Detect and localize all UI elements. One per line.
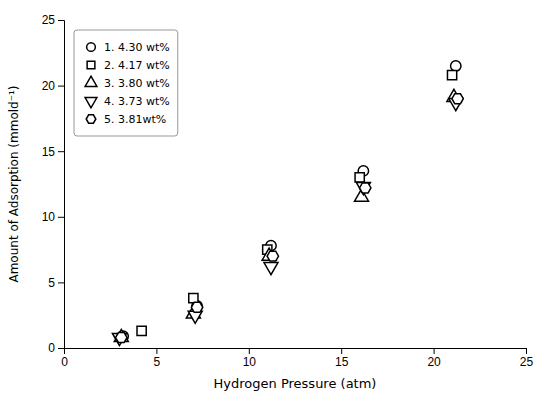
point: [360, 183, 371, 193]
x-axis-tick: 0: [61, 348, 68, 369]
legend-label: 3. 3.80 wt%: [104, 77, 170, 90]
point: [137, 326, 146, 335]
y-axis-tick-mark: [58, 151, 64, 152]
legend-symbol: [87, 43, 96, 52]
point: [267, 251, 278, 261]
y-axis-tick-mark: [58, 20, 64, 21]
y-axis-tick-label: 20: [42, 79, 56, 93]
x-axis-tick: 20: [427, 348, 441, 369]
legend-item: 3. 3.80 wt%: [85, 76, 170, 90]
y-axis-tick-mark: [58, 217, 64, 218]
point: [451, 61, 461, 71]
x-axis-tick: 15: [335, 348, 349, 369]
x-axis-tick-label: 25: [520, 355, 534, 369]
x-axis-tick: 10: [243, 348, 257, 369]
x-axis-title: Hydrogen Pressure (atm): [214, 376, 377, 391]
x-axis-tick-mark: [526, 348, 527, 354]
legend-label: 2. 4.17 wt%: [104, 59, 170, 72]
x-axis-tick-mark: [434, 348, 435, 354]
legend-label: 4. 3.73 wt%: [104, 95, 170, 108]
x-axis-tick: 25: [520, 348, 534, 369]
point: [356, 183, 370, 195]
legend-symbol: [87, 61, 95, 69]
x-axis: 0 5 10 15 20 25: [61, 348, 533, 369]
legend-item: 2. 4.17 wt%: [87, 59, 170, 72]
legend: 1. 4.30 wt% 2. 4.17 wt% 3. 3.80 wt% 4. 3.73…: [74, 30, 178, 136]
point: [112, 333, 126, 345]
legend-item: 5. 3.81wt%: [86, 113, 166, 126]
legend-item: 4. 3.73 wt%: [85, 95, 170, 108]
y-axis: 0 5 10 15 20 25: [42, 13, 65, 355]
y-axis-tick-mark: [58, 348, 64, 349]
legend-box: [74, 30, 178, 136]
y-axis-tick: 15: [42, 145, 64, 159]
point: [452, 94, 463, 104]
y-axis-tick-label: 5: [48, 276, 55, 290]
y-axis-tick-label: 15: [42, 145, 56, 159]
point: [264, 263, 278, 275]
y-axis-tick-mark: [58, 86, 64, 87]
plot: 0 5 10 15 20 25 0 5 10 15 20 25 1. 4.30 wt% 2. 4.17 w…: [42, 13, 534, 368]
x-axis-tick-label: 0: [61, 355, 68, 369]
x-axis-line: [65, 349, 527, 355]
y-axis-line: [58, 21, 65, 349]
y-axis-tick-label: 10: [42, 210, 56, 224]
point: [116, 333, 127, 343]
legend-label: 1. 4.30 wt%: [104, 41, 170, 54]
point: [447, 70, 456, 79]
y-axis-tick: 20: [42, 79, 64, 93]
point: [191, 302, 202, 312]
y-axis-title: Amount of Adsorption (mmold⁻¹): [7, 85, 21, 282]
y-axis-tick-mark: [58, 282, 64, 283]
y-axis-tick: 25: [42, 13, 64, 27]
chart: 0 5 10 15 20 25 0 5 10 15 20 25 1. 4.30 wt% 2. 4.17 w…: [0, 0, 550, 400]
y-axis-tick: 5: [48, 276, 64, 290]
legend-symbol: [86, 115, 96, 123]
y-axis-tick: 0: [48, 341, 64, 355]
y-axis-tick-label: 0: [48, 341, 55, 355]
legend-item: 1. 4.30 wt%: [87, 41, 170, 54]
point: [355, 173, 364, 182]
point: [114, 329, 128, 341]
x-axis-tick-label: 5: [154, 355, 161, 369]
x-axis-tick: 5: [154, 348, 161, 369]
y-axis-tick: 10: [42, 210, 64, 224]
x-axis-tick-mark: [249, 348, 250, 354]
legend-label: 5. 3.81wt%: [104, 113, 166, 126]
x-axis-tick-mark: [341, 348, 342, 354]
legend-symbol: [85, 76, 97, 86]
x-axis-tick-label: 20: [427, 355, 441, 369]
x-axis-tick-mark: [156, 348, 157, 354]
legend-symbol: [85, 98, 97, 108]
point: [189, 294, 198, 303]
x-axis-tick-label: 10: [243, 355, 257, 369]
y-axis-tick-label: 25: [42, 13, 56, 27]
series: [137, 70, 457, 335]
x-axis-tick-label: 15: [335, 355, 349, 369]
